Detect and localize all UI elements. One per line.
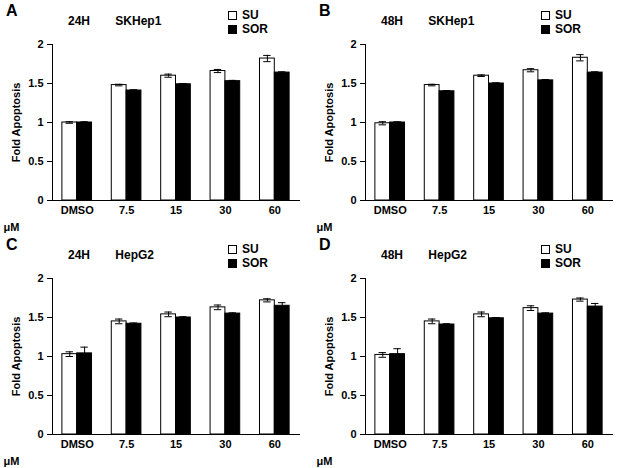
svg-text:2: 2 [350,40,356,50]
html-text:C: C [6,236,18,253]
svg-text:7.5: 7.5 [432,438,447,450]
svg-text:Fold Apoptosis: Fold Apoptosis [323,83,335,163]
html-text:SU: SU [555,242,572,256]
svg-text:60: 60 [269,204,281,216]
html-text:24H HepG2: 24H HepG2 [68,248,154,262]
svg-text:0.5: 0.5 [341,155,356,167]
html-text:D: D [319,236,331,253]
svg-text:1.5: 1.5 [341,77,356,89]
svg-text:30: 30 [219,204,231,216]
html-text:SOR: SOR [555,256,581,270]
svg-text:DMSO: DMSO [374,204,407,216]
svg-text:1.5: 1.5 [341,311,356,323]
html-text:48H HepG2: 48H HepG2 [381,248,467,262]
svg-text:DMSO: DMSO [61,438,94,450]
svg-text:60: 60 [269,438,281,450]
html-text:B: B [319,2,331,19]
svg-text:0.5: 0.5 [341,389,356,401]
html-text:SU: SU [242,8,259,22]
svg-text:15: 15 [483,438,495,450]
html-text:SU: SU [555,8,572,22]
svg-text:1: 1 [37,116,43,128]
svg-text:15: 15 [483,204,495,216]
svg-text:μM: μM [317,221,333,233]
svg-text:Fold Apoptosis: Fold Apoptosis [10,317,22,397]
svg-text:1.5: 1.5 [28,311,43,323]
svg-text:60: 60 [582,204,594,216]
svg-text:1.5: 1.5 [28,77,43,89]
svg-text:7.5: 7.5 [119,204,134,216]
svg-text:7.5: 7.5 [119,438,134,450]
svg-text:μM: μM [317,455,333,467]
svg-text:DMSO: DMSO [61,204,94,216]
svg-text:μM: μM [4,221,20,233]
svg-text:Fold Apoptosis: Fold Apoptosis [323,317,335,397]
svg-text:1: 1 [350,116,356,128]
svg-text:0: 0 [350,194,356,206]
svg-text:2: 2 [37,40,43,50]
svg-text:0: 0 [350,428,356,440]
svg-text:1: 1 [37,350,43,362]
svg-text:Fold Apoptosis: Fold Apoptosis [10,83,22,163]
svg-text:0: 0 [37,194,43,206]
svg-text:0: 0 [37,428,43,440]
svg-text:DMSO: DMSO [374,438,407,450]
svg-text:15: 15 [170,438,182,450]
svg-text:60: 60 [582,438,594,450]
svg-text:2: 2 [350,274,356,284]
html-text:SOR: SOR [242,256,268,270]
svg-text:15: 15 [170,204,182,216]
svg-text:30: 30 [532,204,544,216]
html-text:24H SKHep1: 24H SKHep1 [68,14,162,28]
svg-text:30: 30 [532,438,544,450]
html-text:A: A [6,2,18,19]
svg-text:μM: μM [4,455,20,467]
svg-text:0.5: 0.5 [28,155,43,167]
svg-text:0.5: 0.5 [28,389,43,401]
html-text:SOR: SOR [242,22,268,36]
html-text:SU: SU [242,242,259,256]
svg-text:30: 30 [219,438,231,450]
svg-text:1: 1 [350,350,356,362]
svg-text:7.5: 7.5 [432,204,447,216]
html-text:SOR: SOR [555,22,581,36]
svg-text:2: 2 [37,274,43,284]
html-text:48H SKHep1: 48H SKHep1 [381,14,475,28]
